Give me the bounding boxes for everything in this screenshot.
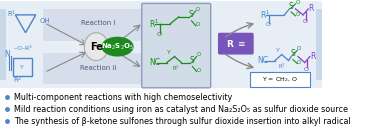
Text: NC: NC <box>257 56 268 65</box>
Text: Y = CH$_2$, O: Y = CH$_2$, O <box>262 75 298 84</box>
Text: Mild reaction conditions using iron as catalyst and Na₂S₂O₅ as sulfur dioxide so: Mild reaction conditions using iron as c… <box>14 105 348 114</box>
Text: Y: Y <box>167 50 171 55</box>
FancyBboxPatch shape <box>142 3 211 88</box>
Text: O: O <box>297 60 301 65</box>
Text: R$^1$: R$^1$ <box>7 8 17 20</box>
Text: O: O <box>302 19 307 24</box>
Text: S: S <box>190 56 195 65</box>
Bar <box>0 9 6 80</box>
Text: S: S <box>189 10 194 19</box>
Text: The synthesis of β-ketone sulfones through sulfur dioxide insertion into alkyl r: The synthesis of β-ketone sulfones throu… <box>14 117 350 126</box>
Text: R$^1$: R$^1$ <box>149 18 159 30</box>
Text: Na$_2$S$_2$O$_5$: Na$_2$S$_2$O$_5$ <box>101 42 134 52</box>
Text: R$^2$: R$^2$ <box>172 64 180 73</box>
Text: R: R <box>310 52 315 61</box>
Bar <box>43 53 143 84</box>
Text: S: S <box>288 2 293 11</box>
Bar <box>316 9 322 80</box>
Text: S: S <box>290 49 295 58</box>
Text: O: O <box>266 22 271 27</box>
Text: R: R <box>308 4 314 13</box>
Circle shape <box>84 33 108 61</box>
Text: R$^1$: R$^1$ <box>260 9 270 21</box>
Text: R$^2$: R$^2$ <box>278 62 286 71</box>
Text: O: O <box>156 32 162 37</box>
Text: N: N <box>4 50 10 59</box>
Text: O: O <box>197 52 201 57</box>
Text: O: O <box>296 0 300 5</box>
Text: O: O <box>296 12 300 17</box>
Text: Multi-component reactions with high chemoselectivity: Multi-component reactions with high chem… <box>14 93 232 102</box>
Ellipse shape <box>101 37 134 56</box>
Text: O: O <box>197 68 201 73</box>
Text: O: O <box>196 7 200 12</box>
Text: NC: NC <box>149 58 160 67</box>
Text: Fe: Fe <box>90 42 103 52</box>
Text: –O–R$^3$: –O–R$^3$ <box>13 44 33 53</box>
Text: O: O <box>196 22 200 27</box>
Text: R$^2$: R$^2$ <box>13 75 23 86</box>
Text: OH: OH <box>39 18 50 24</box>
FancyBboxPatch shape <box>250 72 310 87</box>
Text: Reaction i: Reaction i <box>81 20 115 26</box>
Bar <box>0 1 322 88</box>
FancyBboxPatch shape <box>218 33 254 55</box>
Text: O: O <box>297 46 301 51</box>
Text: Y: Y <box>20 65 24 70</box>
Text: R $\equiv$: R $\equiv$ <box>226 38 246 49</box>
Bar <box>43 9 143 41</box>
Text: Y: Y <box>276 48 279 53</box>
Text: O: O <box>304 67 309 72</box>
Text: Reaction ii: Reaction ii <box>80 65 116 71</box>
